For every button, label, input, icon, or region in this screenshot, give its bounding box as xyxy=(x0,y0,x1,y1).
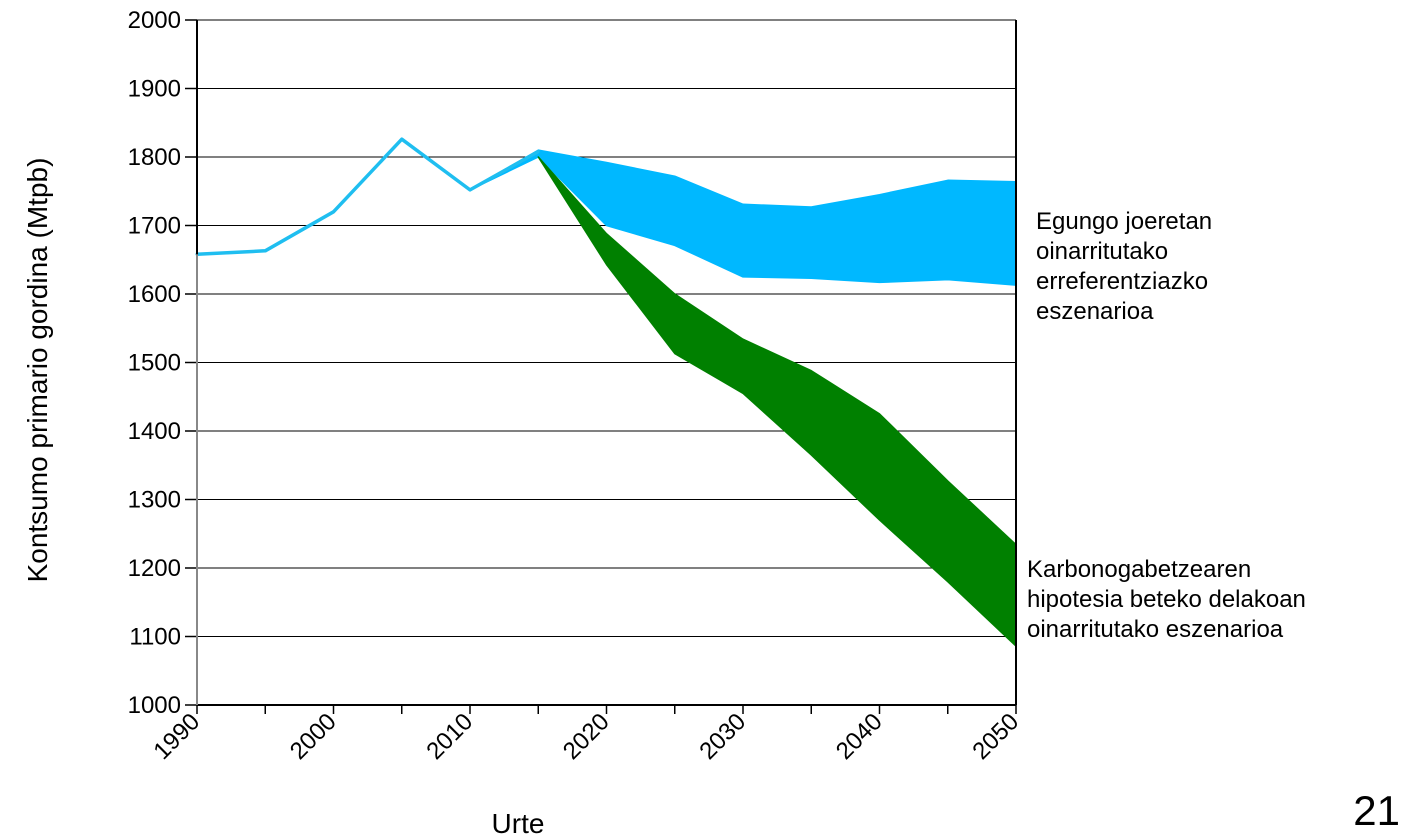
y-tick-label: 1100 xyxy=(129,624,181,651)
x-tick-label: 2040 xyxy=(831,708,888,765)
historical-point xyxy=(536,150,540,154)
y-tick-label: 1700 xyxy=(128,213,181,240)
y-tick-label: 1500 xyxy=(128,350,181,377)
historical-line xyxy=(196,137,540,257)
x-axis-title: Urte xyxy=(492,808,545,839)
y-tick-label: 1300 xyxy=(128,487,181,514)
series-label-line: oinarritutako xyxy=(1036,238,1168,265)
y-tick-label: 1600 xyxy=(128,281,181,308)
y-axis-title: Kontsumo primario gordina (Mtpb) xyxy=(22,158,53,583)
historical-point xyxy=(468,188,472,192)
y-tick-label: 1900 xyxy=(128,76,181,103)
reference-scenario-label: Egungo joeretan oinarritutako erreferentzi… xyxy=(1036,208,1212,325)
series-label-line: hipotesia beteko delakoan xyxy=(1027,586,1306,613)
y-tick-label: 1200 xyxy=(128,555,181,582)
x-tick-label: 2030 xyxy=(694,708,751,765)
x-tick-label: 2050 xyxy=(967,708,1024,765)
y-tick-label: 1000 xyxy=(128,692,181,719)
page-number: 21 xyxy=(1353,787,1400,834)
series-label-line: oinarritutako eszenarioa xyxy=(1027,616,1284,643)
y-tick-labels: 1000 1100 1200 1300 1400 1500 1600 1700 1800 1900… xyxy=(128,7,181,719)
scenario-bands xyxy=(469,149,1017,647)
y-tick-label: 2000 xyxy=(128,7,181,34)
series-label-line: eszenarioa xyxy=(1036,298,1154,325)
series-label-line: erreferentziazko xyxy=(1036,268,1208,295)
series-label-line: Karbonogabetzearen xyxy=(1027,556,1251,583)
series-label-line: Egungo joeretan xyxy=(1036,208,1212,235)
historical-point xyxy=(263,249,267,253)
y-tick-label: 1400 xyxy=(128,418,181,445)
x-tick-label: 2010 xyxy=(421,708,478,765)
reference-band xyxy=(469,149,1017,286)
x-tick-labels: 1990 2000 2010 2020 2030 2040 2050 xyxy=(148,708,1024,765)
gridlines xyxy=(197,19,1016,706)
historical-series xyxy=(195,137,540,257)
historical-point xyxy=(400,137,404,141)
x-tick-label: 2020 xyxy=(558,708,615,765)
x-tick-label: 2000 xyxy=(285,708,342,765)
axes xyxy=(185,19,1017,714)
y-tick-label: 1800 xyxy=(128,144,181,171)
decarbonisation-scenario-label: Karbonogabetzearen hipotesia beteko delak… xyxy=(1027,556,1306,643)
historical-point xyxy=(332,210,335,214)
